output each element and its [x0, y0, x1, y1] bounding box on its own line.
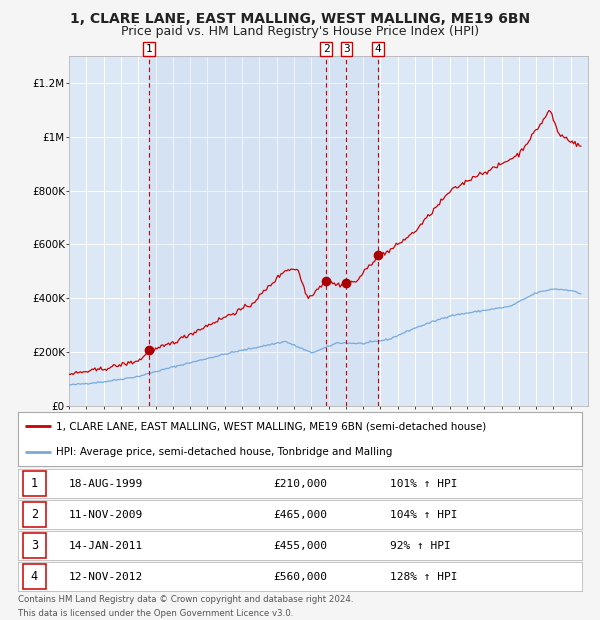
Text: 104% ↑ HPI: 104% ↑ HPI [390, 510, 458, 520]
Text: 1, CLARE LANE, EAST MALLING, WEST MALLING, ME19 6BN (semi-detached house): 1, CLARE LANE, EAST MALLING, WEST MALLIN… [56, 422, 487, 432]
Text: 1, CLARE LANE, EAST MALLING, WEST MALLING, ME19 6BN: 1, CLARE LANE, EAST MALLING, WEST MALLIN… [70, 12, 530, 27]
Text: 14-JAN-2011: 14-JAN-2011 [69, 541, 143, 551]
FancyBboxPatch shape [23, 533, 46, 558]
Text: £210,000: £210,000 [273, 479, 327, 489]
Text: 4: 4 [31, 570, 38, 583]
Text: HPI: Average price, semi-detached house, Tonbridge and Malling: HPI: Average price, semi-detached house,… [56, 446, 393, 456]
Text: 11-NOV-2009: 11-NOV-2009 [69, 510, 143, 520]
Text: 1: 1 [31, 477, 38, 490]
Text: 3: 3 [31, 539, 38, 552]
Text: £465,000: £465,000 [273, 510, 327, 520]
Text: 101% ↑ HPI: 101% ↑ HPI [390, 479, 458, 489]
FancyBboxPatch shape [23, 564, 46, 589]
Bar [149, 56, 378, 406]
Text: 2: 2 [323, 44, 329, 54]
FancyBboxPatch shape [23, 502, 46, 527]
Text: 92% ↑ HPI: 92% ↑ HPI [390, 541, 451, 551]
Text: 4: 4 [375, 44, 382, 54]
Text: 128% ↑ HPI: 128% ↑ HPI [390, 572, 458, 582]
Text: 12-NOV-2012: 12-NOV-2012 [69, 572, 143, 582]
Text: £560,000: £560,000 [273, 572, 327, 582]
Text: 3: 3 [343, 44, 350, 54]
Text: 2: 2 [31, 508, 38, 521]
Text: This data is licensed under the Open Government Licence v3.0.: This data is licensed under the Open Gov… [18, 609, 293, 618]
Text: £455,000: £455,000 [273, 541, 327, 551]
Text: Price paid vs. HM Land Registry's House Price Index (HPI): Price paid vs. HM Land Registry's House … [121, 25, 479, 38]
Text: 1: 1 [146, 44, 152, 54]
Text: Contains HM Land Registry data © Crown copyright and database right 2024.: Contains HM Land Registry data © Crown c… [18, 595, 353, 604]
FancyBboxPatch shape [23, 471, 46, 496]
Text: 18-AUG-1999: 18-AUG-1999 [69, 479, 143, 489]
